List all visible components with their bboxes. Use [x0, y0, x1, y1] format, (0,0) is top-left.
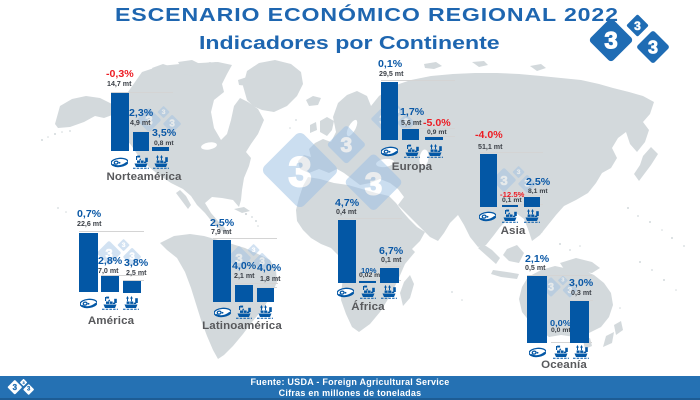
svg-text:3: 3 [365, 166, 383, 202]
svg-text:3: 3 [129, 252, 135, 263]
svg-text:3: 3 [634, 19, 641, 33]
svg-text:3: 3 [162, 109, 166, 116]
svg-text:3: 3 [561, 278, 564, 284]
svg-text:3: 3 [548, 281, 554, 293]
svg-text:3: 3 [604, 27, 617, 54]
svg-text:3: 3 [524, 179, 530, 190]
svg-text:3: 3 [27, 387, 31, 393]
svg-text:3: 3 [403, 118, 409, 129]
svg-text:3: 3 [341, 134, 353, 157]
svg-text:3: 3 [169, 119, 175, 130]
svg-text:3: 3 [517, 169, 521, 176]
svg-text:3: 3 [259, 257, 265, 268]
svg-text:3: 3 [235, 251, 242, 266]
svg-text:3: 3 [122, 242, 126, 249]
svg-text:3: 3 [22, 380, 25, 385]
svg-text:3: 3 [648, 38, 658, 58]
svg-text:3: 3 [288, 148, 311, 195]
svg-text:3: 3 [105, 246, 112, 261]
svg-text:3: 3 [568, 286, 573, 295]
svg-text:3: 3 [13, 383, 18, 392]
svg-text:3: 3 [500, 173, 507, 188]
svg-text:3: 3 [145, 113, 152, 128]
svg-text:3: 3 [252, 247, 256, 254]
